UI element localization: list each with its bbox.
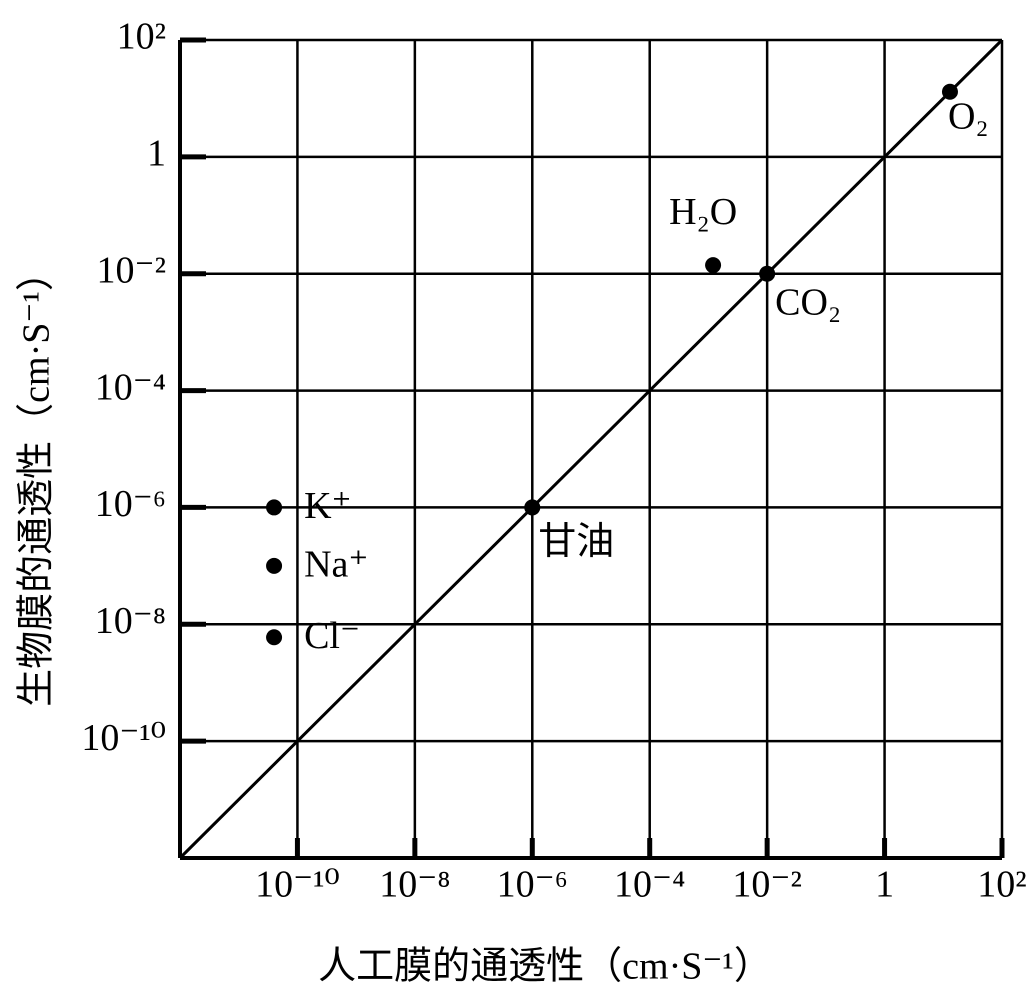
x-tick-label: 10⁻⁴	[614, 864, 685, 906]
x-tick-label: 10²	[977, 864, 1026, 906]
point	[705, 257, 722, 274]
x-axis-title: 人工膜的通透性（cm·S⁻¹）	[318, 946, 772, 988]
x-tick-label: 10⁻¹⁰	[255, 864, 340, 906]
y-tick-label: 10⁻⁸	[95, 600, 166, 642]
x-tick-label: 10⁻⁶	[497, 864, 568, 906]
x-tick-label: 1	[875, 864, 894, 906]
y-tick-label: 10⁻⁴	[95, 366, 166, 408]
point-label: O₂	[948, 95, 989, 137]
point-label: H₂O	[669, 191, 737, 233]
point	[524, 499, 541, 516]
y-tick-label: 10⁻⁶	[95, 483, 166, 525]
point-label: CO₂	[775, 281, 841, 323]
point	[759, 265, 776, 282]
x-tick-label: 10⁻²	[732, 864, 801, 906]
point	[266, 629, 283, 646]
point	[266, 499, 283, 516]
y-tick-label: 10²	[117, 16, 166, 58]
x-tick-label: 10⁻⁸	[379, 864, 450, 906]
point-label: K⁺	[304, 485, 352, 527]
point-label: Na⁺	[304, 544, 368, 586]
point	[266, 557, 283, 574]
y-tick-label: 10⁻¹⁰	[81, 717, 166, 759]
point-label: 甘油	[538, 521, 614, 563]
y-tick-label: 1	[147, 133, 166, 175]
y-axis-title: 生物膜的通透性（cm·S⁻¹）	[16, 253, 58, 707]
point-label: Cl⁻	[304, 615, 360, 657]
diagonal	[178, 38, 1004, 860]
y-tick-label: 10⁻²	[97, 249, 166, 291]
point	[941, 83, 958, 100]
